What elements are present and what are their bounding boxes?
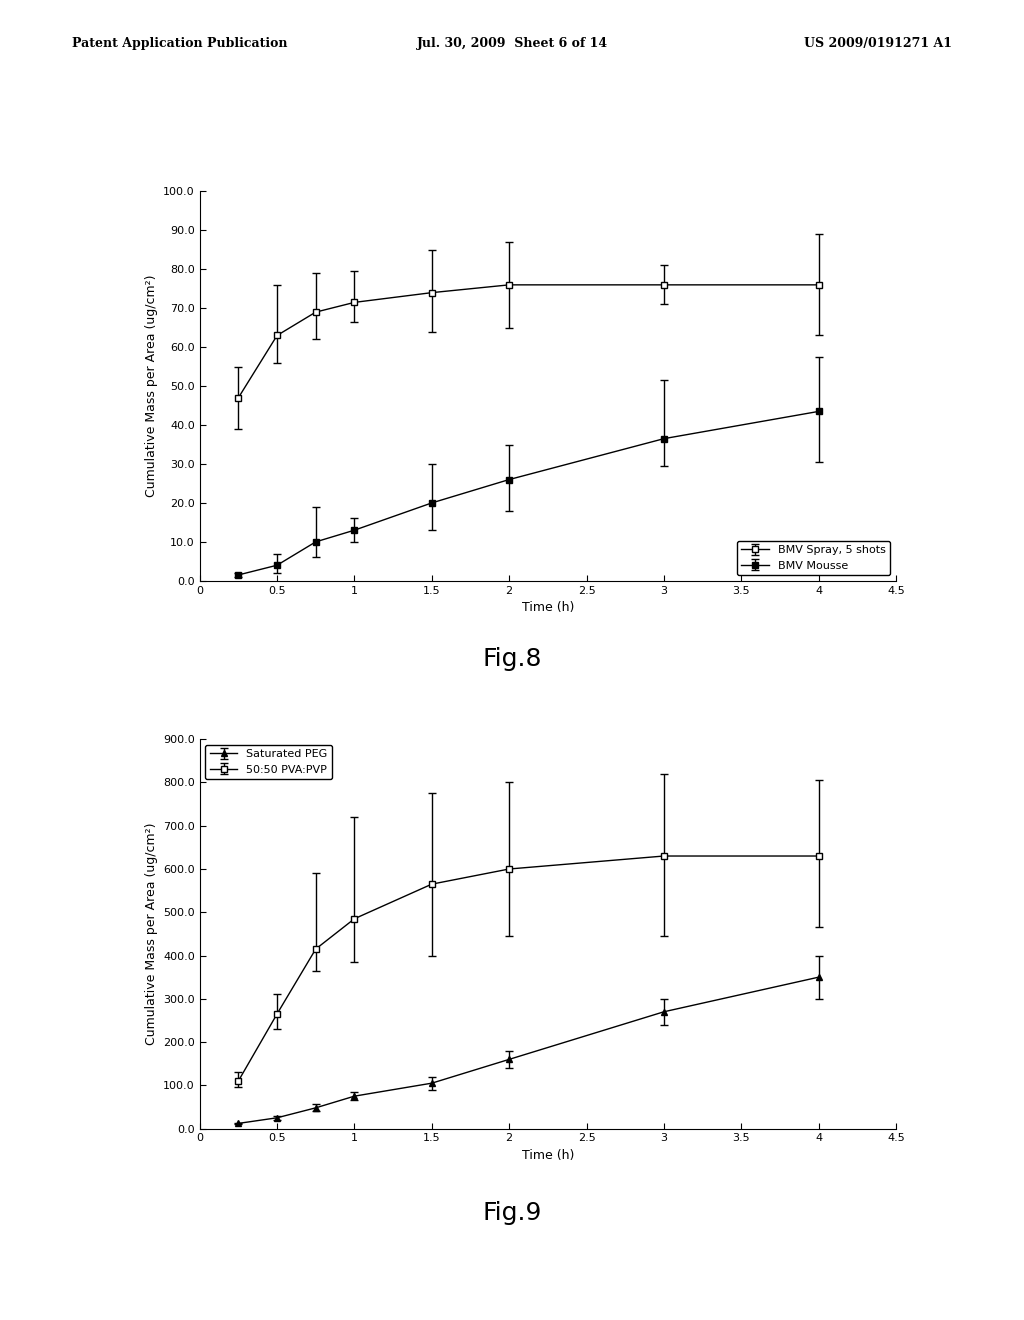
X-axis label: Time (h): Time (h) xyxy=(521,1148,574,1162)
X-axis label: Time (h): Time (h) xyxy=(521,601,574,614)
Text: Fig.8: Fig.8 xyxy=(482,647,542,671)
Text: Patent Application Publication: Patent Application Publication xyxy=(72,37,287,50)
Legend: Saturated PEG, 50:50 PVA:PVP: Saturated PEG, 50:50 PVA:PVP xyxy=(205,744,332,779)
Text: US 2009/0191271 A1: US 2009/0191271 A1 xyxy=(804,37,952,50)
Y-axis label: Cumulative Mass per Area (ug/cm²): Cumulative Mass per Area (ug/cm²) xyxy=(144,275,158,498)
Text: Jul. 30, 2009  Sheet 6 of 14: Jul. 30, 2009 Sheet 6 of 14 xyxy=(417,37,607,50)
Y-axis label: Cumulative Mass per Area (ug/cm²): Cumulative Mass per Area (ug/cm²) xyxy=(144,822,158,1045)
Text: Fig.9: Fig.9 xyxy=(482,1201,542,1225)
Legend: BMV Spray, 5 shots, BMV Mousse: BMV Spray, 5 shots, BMV Mousse xyxy=(737,541,891,576)
